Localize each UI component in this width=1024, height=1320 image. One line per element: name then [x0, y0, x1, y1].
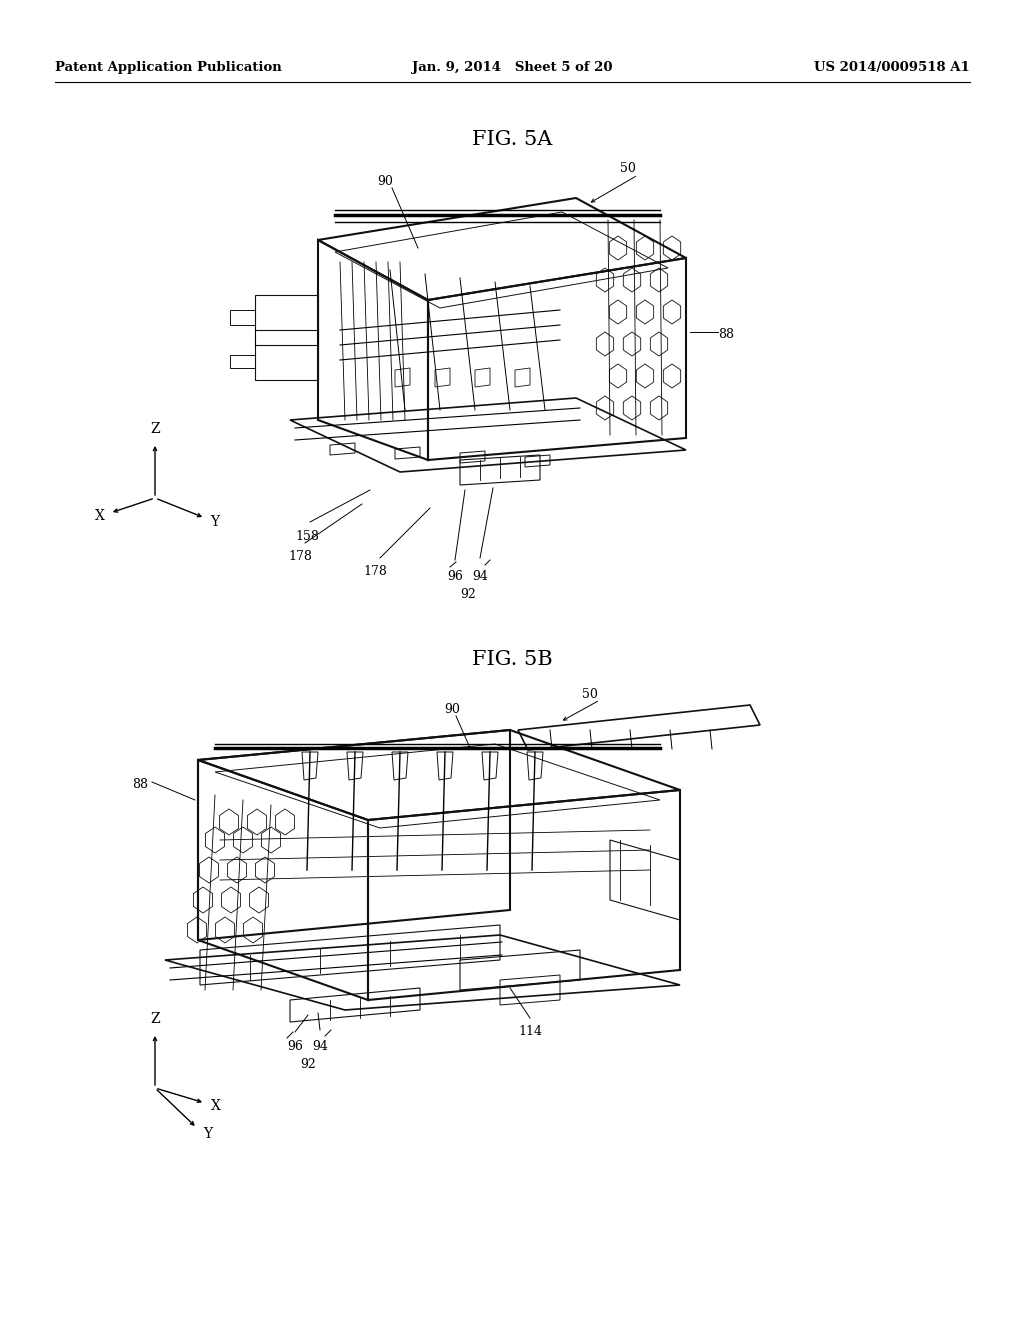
Text: 158: 158: [295, 531, 318, 543]
Text: 88: 88: [718, 327, 734, 341]
Text: 178: 178: [364, 565, 387, 578]
Text: 94: 94: [312, 1040, 328, 1053]
Text: Z: Z: [151, 422, 160, 436]
Text: FIG. 5B: FIG. 5B: [472, 649, 552, 669]
Text: US 2014/0009518 A1: US 2014/0009518 A1: [814, 62, 970, 74]
Text: X: X: [211, 1100, 221, 1113]
Text: 178: 178: [288, 550, 312, 564]
Text: Y: Y: [203, 1127, 212, 1140]
Text: Jan. 9, 2014   Sheet 5 of 20: Jan. 9, 2014 Sheet 5 of 20: [412, 62, 612, 74]
Text: 90: 90: [444, 704, 460, 715]
Text: 88: 88: [132, 777, 148, 791]
Text: FIG. 5A: FIG. 5A: [472, 129, 552, 149]
Text: 94: 94: [472, 570, 488, 583]
Text: 96: 96: [447, 570, 463, 583]
Text: 50: 50: [620, 162, 636, 176]
Text: 96: 96: [287, 1040, 303, 1053]
Text: 92: 92: [300, 1059, 315, 1071]
Text: 114: 114: [518, 1026, 542, 1038]
Text: 50: 50: [582, 688, 598, 701]
Text: 92: 92: [460, 587, 476, 601]
Text: Y: Y: [210, 515, 219, 529]
Text: 90: 90: [377, 176, 393, 187]
Text: X: X: [95, 510, 105, 523]
Text: Patent Application Publication: Patent Application Publication: [55, 62, 282, 74]
Text: Z: Z: [151, 1012, 160, 1026]
